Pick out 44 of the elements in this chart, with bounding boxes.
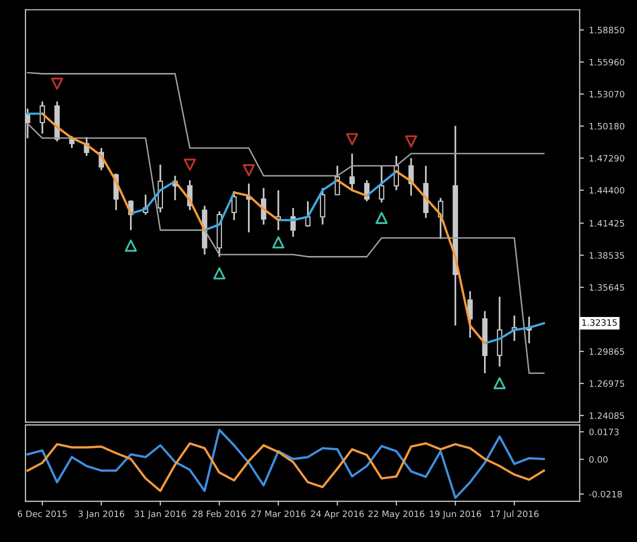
line-series bbox=[26, 442, 545, 492]
point bbox=[494, 377, 506, 390]
x-tick-label: 22 May 2016 bbox=[368, 510, 424, 519]
candlestick bbox=[349, 152, 355, 192]
y-tick-label: 1.24085 bbox=[590, 412, 624, 419]
y-tick-label: 1.50180 bbox=[590, 122, 624, 130]
point bbox=[376, 212, 388, 224]
y-tick-label: 1.58850 bbox=[590, 26, 624, 34]
candlestick bbox=[408, 157, 414, 197]
y-tick-label: 1.38535 bbox=[590, 252, 624, 259]
x-tick-label: 3 Jan 2016 bbox=[78, 510, 124, 519]
y-tick-label: 1.26975 bbox=[590, 380, 624, 387]
candlestick bbox=[378, 164, 384, 204]
point bbox=[51, 78, 64, 90]
y-tick-label: 1.29865 bbox=[590, 348, 624, 355]
x-tick-label: 6 Dec 2015 bbox=[18, 510, 67, 518]
candlestick bbox=[260, 187, 266, 226]
candlestick bbox=[467, 290, 473, 339]
x-tick-label: 27 Mar 2016 bbox=[251, 510, 306, 518]
point bbox=[272, 236, 284, 248]
x-tick-label: 19 Jun 2016 bbox=[430, 510, 482, 519]
candlestick bbox=[320, 187, 326, 226]
y-tick-label: 1.47290 bbox=[590, 154, 624, 162]
line-series bbox=[26, 428, 545, 499]
x-tick-label: 31 Jan 2016 bbox=[134, 510, 186, 519]
candlestick bbox=[438, 197, 444, 240]
point bbox=[405, 135, 418, 148]
y-tick-label: 0.0173 bbox=[589, 428, 619, 436]
y-tick-label: 1.55960 bbox=[590, 58, 624, 66]
x-tick-label: 28 Feb 2016 bbox=[192, 510, 246, 518]
x-tick-label: 17 Jul 2016 bbox=[490, 510, 539, 519]
y-tick-label: 1.35645 bbox=[590, 284, 624, 291]
point bbox=[124, 240, 137, 252]
point bbox=[346, 133, 358, 146]
point bbox=[242, 164, 255, 176]
text: 1.32315 bbox=[582, 319, 617, 326]
point bbox=[184, 158, 196, 171]
y-tick-label: 0.00 bbox=[589, 456, 608, 463]
y-tick-label: 1.44400 bbox=[590, 187, 624, 194]
y-tick-label: 1.41425 bbox=[590, 220, 624, 227]
x-tick-label: 24 Apr 2016 bbox=[310, 510, 364, 519]
y-tick-label: 1.53070 bbox=[590, 90, 624, 98]
y-tick-label: -0.0218 bbox=[589, 490, 622, 498]
point bbox=[213, 267, 226, 280]
